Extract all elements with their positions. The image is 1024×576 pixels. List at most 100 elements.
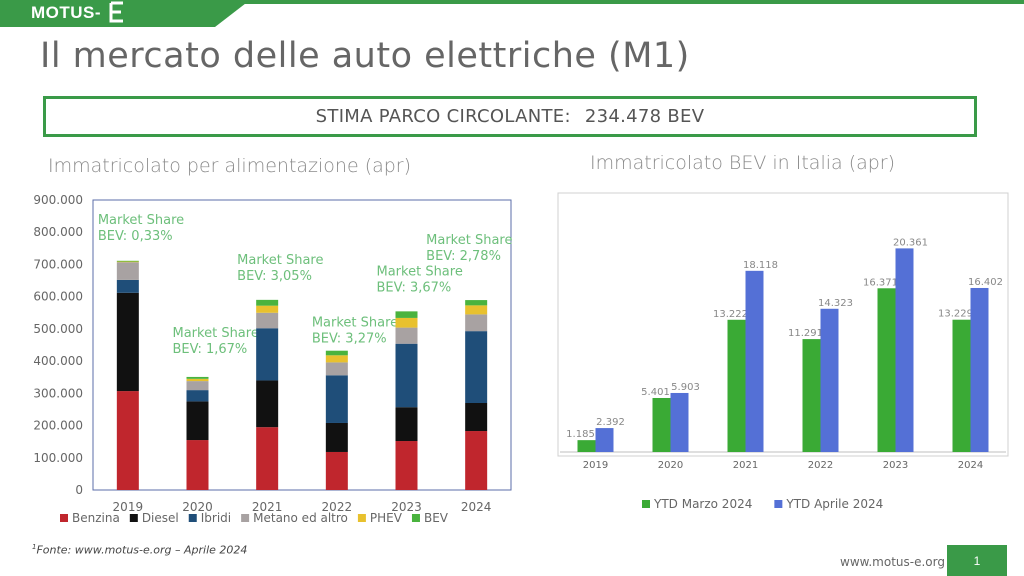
- x-tick-label: 2024: [461, 500, 492, 514]
- bar-segment: [395, 327, 418, 344]
- bar-segment: [465, 314, 488, 332]
- website-link[interactable]: www.motus-e.org: [840, 555, 945, 569]
- bar-segment: [116, 292, 139, 392]
- y-tick-label: 300.000: [33, 386, 83, 400]
- bar-segment: [256, 312, 279, 329]
- bar-segment: [256, 299, 279, 306]
- legend-label: Ibridi: [201, 511, 231, 525]
- right-chart-title: Immatricolato BEV in Italia (apr): [590, 152, 896, 174]
- source-footnote: 1Fonte: www.motus-e.org – Aprile 2024: [32, 543, 247, 557]
- legend-swatch: [774, 500, 783, 508]
- bar-segment: [186, 381, 209, 391]
- bar-segment: [395, 441, 418, 490]
- y-tick-label: 400.000: [33, 354, 83, 368]
- y-tick-label: 900.000: [33, 193, 83, 207]
- chart-frame: [557, 192, 1009, 457]
- bar: [952, 319, 971, 452]
- annotation-line1: Market Share: [426, 233, 512, 248]
- bar-segment: [465, 305, 488, 315]
- data-label: 18.118: [743, 260, 778, 271]
- data-label: 2.392: [596, 417, 625, 428]
- bar-segment: [186, 440, 209, 490]
- annotation-line2: BEV: 1,67%: [173, 342, 248, 357]
- source-text: Fonte: www.motus-e.org – Aprile 2024: [36, 543, 248, 557]
- logo-tab: [0, 0, 250, 27]
- data-label: 13.222: [713, 309, 748, 320]
- x-tick-label: 2022: [808, 460, 833, 471]
- bar-segment: [395, 311, 418, 318]
- footnote-marker: 1: [32, 543, 37, 551]
- bar-segment: [186, 376, 209, 379]
- bar-segment: [325, 422, 348, 452]
- y-tick-label: 800.000: [33, 225, 83, 239]
- bar-segment: [465, 431, 488, 490]
- bar-segment: [395, 407, 418, 442]
- legend-label: PHEV: [370, 511, 403, 525]
- data-label: 5.401: [641, 387, 670, 398]
- x-tick-label: 2023: [883, 460, 908, 471]
- annotation-line1: Market Share: [377, 264, 463, 279]
- annotation-line1: Market Share: [173, 326, 259, 341]
- legend-label: Diesel: [142, 511, 179, 525]
- bar-segment: [325, 355, 348, 363]
- bar-segment: [325, 350, 348, 356]
- bar-segment: [465, 331, 488, 403]
- x-tick-label: 2024: [958, 460, 983, 471]
- bar: [820, 308, 839, 452]
- legend-label: YTD Aprile 2024: [785, 497, 883, 511]
- x-tick-label: 2022: [322, 500, 353, 514]
- annotation-line2: BEV: 3,27%: [312, 332, 387, 347]
- bar-segment: [256, 380, 279, 428]
- bar-segment: [116, 391, 139, 490]
- x-tick-label: 2019: [583, 460, 608, 471]
- legend-item: YTD Aprile 2024: [774, 497, 883, 511]
- bar-segment: [186, 390, 209, 402]
- legend-item: Metano ed altro: [241, 511, 348, 525]
- bar: [877, 288, 896, 452]
- legend-item: Ibridi: [188, 511, 231, 525]
- y-tick-label: 100.000: [33, 451, 83, 465]
- y-tick-label: 0: [75, 483, 83, 497]
- annotation-line1: Market Share: [237, 253, 323, 268]
- bar-segment: [465, 403, 488, 432]
- bar-segment: [325, 451, 348, 490]
- x-tick-label: 2020: [182, 500, 213, 514]
- x-tick-label: 2021: [252, 500, 283, 514]
- bar-segment: [186, 401, 209, 441]
- page-number: 1: [947, 545, 1007, 576]
- legend-swatch: [129, 514, 138, 522]
- bar-segment: [116, 260, 139, 262]
- bar-segment: [116, 262, 139, 280]
- legend-label: YTD Marzo 2024: [653, 497, 752, 511]
- bar: [802, 339, 821, 452]
- brand-logo: MOTUS-: [31, 3, 102, 22]
- annotation-line2: BEV: 3,05%: [237, 269, 312, 284]
- stima-value: 234.478 BEV: [584, 106, 705, 127]
- legend-item: Benzina: [60, 511, 120, 525]
- legend-swatch: [241, 514, 250, 522]
- legend-label: Benzina: [72, 511, 120, 525]
- y-tick-label: 200.000: [33, 419, 83, 433]
- bar-segment: [395, 343, 418, 408]
- bar: [652, 397, 671, 452]
- data-label: 1.185: [566, 429, 595, 440]
- bar-segment: [256, 427, 279, 490]
- legend-swatch: [188, 514, 197, 522]
- x-tick-label: 2021: [733, 460, 758, 471]
- bar: [577, 440, 596, 452]
- page-title: Il mercato delle auto elettriche (M1): [40, 36, 690, 76]
- y-tick-label: 700.000: [33, 257, 83, 271]
- legend-item: BEV: [411, 511, 449, 525]
- legend-swatch: [411, 514, 420, 522]
- left-chart-title: Immatricolato per alimentazione (apr): [48, 155, 412, 177]
- top-accent-bar: [0, 0, 1024, 4]
- annotation-line2: BEV: 2,78%: [426, 249, 501, 264]
- bar-segment: [395, 317, 418, 328]
- bar-segment: [116, 261, 139, 263]
